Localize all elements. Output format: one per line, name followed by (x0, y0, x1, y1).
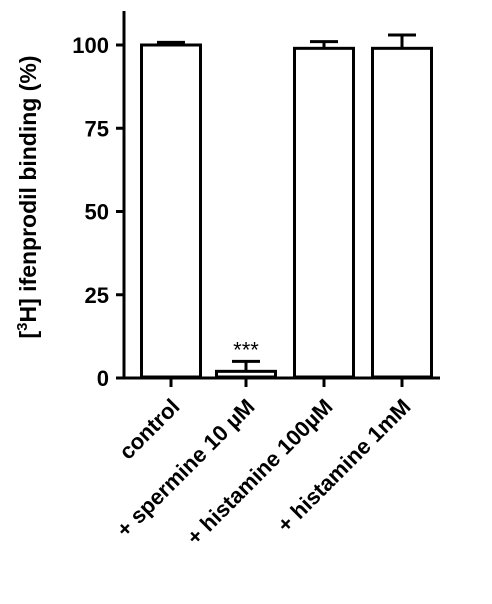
category-label: + histamine 100µM (182, 394, 338, 550)
significance-label: *** (233, 337, 259, 362)
bars (140, 33, 433, 379)
category-label: + histamine 1mM (272, 394, 415, 537)
y-axis-title: [3H] ifenprodil binding (%) (14, 55, 41, 338)
bar (215, 369, 277, 379)
bar (293, 46, 355, 379)
y-tick-label: 0 (97, 366, 109, 391)
category-label: control (114, 394, 184, 464)
bar (140, 43, 202, 379)
svg-text:[3H] ifenprodil binding (%): [3H] ifenprodil binding (%) (14, 55, 41, 338)
y-tick-label: 100 (72, 33, 109, 58)
y-tick-label: 25 (85, 283, 109, 308)
y-axis-title-superscript: 3 (14, 323, 31, 331)
bar (371, 46, 433, 379)
y-tick-label: 75 (85, 116, 109, 141)
y-axis-title-rest: H] ifenprodil binding (%) (15, 55, 41, 322)
category-label: + spermine 10 µM (111, 394, 259, 542)
y-axis-title-prefix: [ (15, 331, 41, 339)
y-tick-label: 50 (85, 200, 109, 225)
